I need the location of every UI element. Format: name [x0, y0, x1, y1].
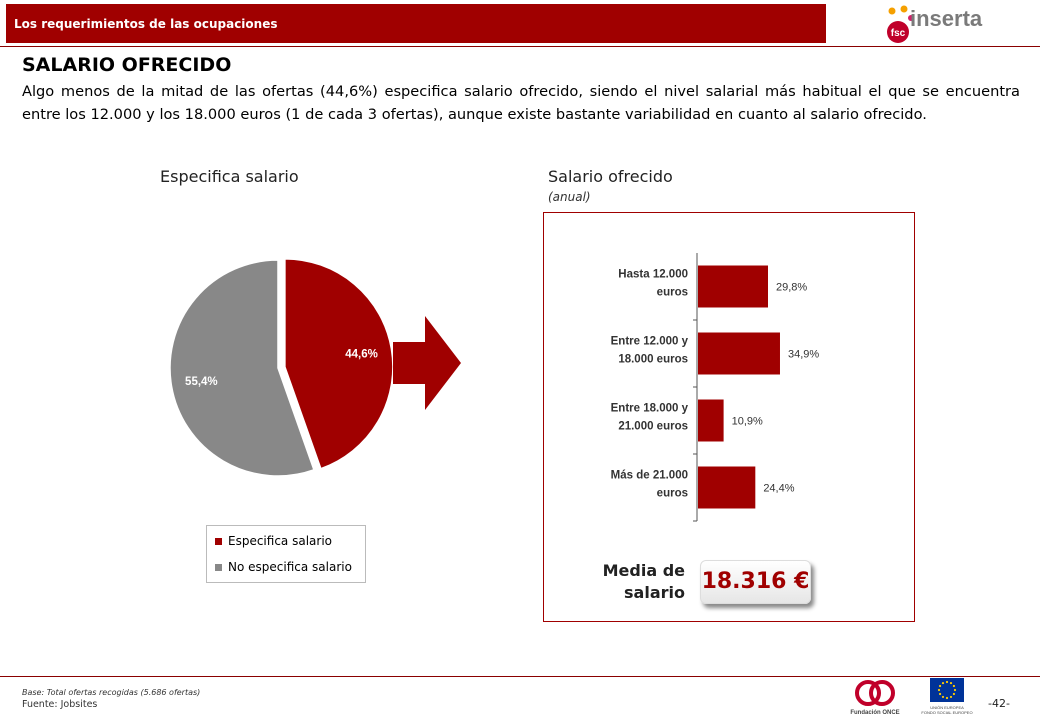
bar-chart: 29,8% Hasta 12.000 euros 34,9% Entre 12.000 …: [611, 253, 819, 522]
eu-star-icon: [938, 684, 942, 688]
pie-slice: [169, 259, 315, 477]
bar: [698, 332, 780, 375]
category-label: euros: [657, 488, 688, 500]
eu-star-icon: [953, 688, 957, 692]
bar-value-label: 10,9%: [732, 416, 763, 428]
pie-slice-label: 44,6%: [345, 349, 378, 361]
category-label: Más de 21.000: [611, 470, 688, 482]
page-title: SALARIO OFRECIDO: [22, 54, 232, 76]
source-note: Fuente: Jobsites: [22, 699, 98, 710]
header-divider: [0, 46, 1040, 47]
eu-star-icon: [937, 688, 941, 692]
bar: [698, 466, 756, 509]
svg-text:UNIÓN EUROPEA: UNIÓN EUROPEA: [930, 705, 964, 710]
eu-star-icon: [941, 695, 945, 699]
eu-star-icon: [938, 692, 942, 696]
bar: [698, 399, 724, 442]
legend-swatch: [215, 537, 222, 545]
section-header-bar: Los requerimientos de las ocupaciones: [6, 4, 826, 43]
svg-text:Fundación ONCE: Fundación ONCE: [850, 710, 899, 716]
eu-star-icon: [941, 681, 945, 685]
category-label: 18.000 euros: [618, 354, 688, 366]
bar-value-label: 34,9%: [788, 349, 819, 361]
eu-star-icon: [952, 692, 956, 696]
footer-divider: [0, 676, 1040, 677]
bar-chart-panel: 29,8% Hasta 12.000 euros 34,9% Entre 12.000 …: [543, 212, 915, 622]
eu-star-icon: [945, 680, 949, 684]
eu-flag-logo: UNIÓN EUROPEA FONDO SOCIAL EUROPEO: [921, 678, 973, 715]
page-number: -42-: [988, 697, 1010, 710]
arrow-icon: [393, 316, 461, 410]
bar-chart-title: Salario ofrecido: [548, 167, 673, 186]
category-label: Hasta 12.000: [618, 269, 688, 281]
eu-star-icon: [949, 695, 953, 699]
bar-value-label: 24,4%: [763, 483, 794, 495]
pie-slice-label: 55,4%: [185, 376, 218, 388]
legend-item-no-especifica: No especifica salario: [215, 560, 352, 574]
legend-item-especifica: Especifica salario: [215, 534, 332, 548]
svg-text:FONDO SOCIAL EUROPEO: FONDO SOCIAL EUROPEO: [921, 710, 972, 715]
section-title: Los requerimientos de las ocupaciones: [14, 17, 278, 31]
base-note: Base: Total ofertas recogidas (5.686 ofe…: [22, 688, 201, 697]
category-label: 21.000 euros: [618, 421, 688, 433]
category-label: Entre 12.000 y: [611, 336, 689, 348]
category-label: Entre 18.000 y: [611, 403, 689, 415]
bar-chart-subtitle: (anual): [548, 190, 591, 204]
fundacion-once-logo: Fundación ONCE: [850, 680, 900, 716]
pie-chart: 44,6% 55,4%: [169, 258, 394, 477]
eu-star-icon: [949, 681, 953, 685]
eu-star-icon: [952, 684, 956, 688]
category-label: euros: [657, 287, 688, 299]
bar-value-label: 29,8%: [776, 282, 807, 294]
legend-swatch: [215, 563, 222, 571]
media-salario-label: Media de salario: [602, 561, 685, 602]
pie-chart-title: Especifica salario: [160, 167, 299, 186]
pie-slice: [284, 258, 394, 470]
svg-text:fsc: fsc: [891, 28, 906, 39]
bar: [698, 265, 768, 308]
media-salario-value: 18.316 €: [700, 560, 811, 604]
inserta-logo: fsc inserta: [887, 5, 983, 43]
eu-star-icon: [945, 696, 949, 700]
intro-paragraph: Algo menos de la mitad de las ofertas (4…: [22, 83, 1020, 123]
svg-text:inserta: inserta: [910, 6, 983, 31]
pie-legend: Especifica salario No especifica salario: [206, 525, 366, 583]
